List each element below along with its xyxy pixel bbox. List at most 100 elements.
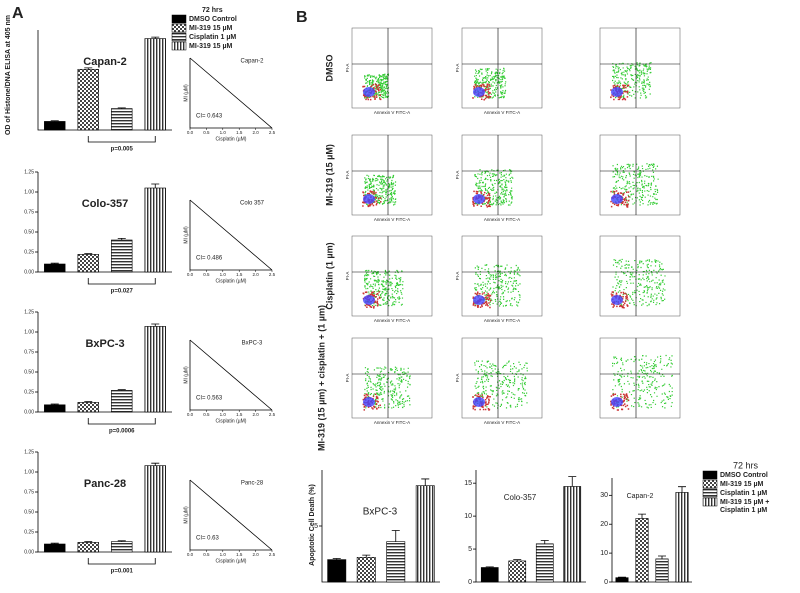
bar <box>655 558 669 583</box>
chart-title: Capan-2 <box>83 56 126 68</box>
y-tick-label: 0.25 <box>24 389 34 395</box>
flow-events <box>364 269 404 307</box>
p-value: p=0.001 <box>111 569 134 575</box>
bar <box>144 326 166 413</box>
y-axis-label: MI (µM) <box>183 506 189 524</box>
y-tick-label: 1.00 <box>24 189 34 195</box>
quadrant-lines <box>352 236 432 316</box>
bar <box>144 187 166 273</box>
flow-y-label: PI-A <box>455 272 460 281</box>
p-value: p=0.0006 <box>109 429 135 435</box>
x-tick-label: 2.0 <box>252 552 259 557</box>
y-tick-label: 20 <box>600 521 608 528</box>
bar <box>327 559 347 583</box>
y-tick-label: 0.50 <box>24 229 34 235</box>
flow-core <box>473 87 485 97</box>
y-tick-label: 0.25 <box>24 529 34 535</box>
isobole-line <box>189 57 273 129</box>
x-tick-label: 0.5 <box>203 412 210 417</box>
row-label: Cisplatin (1 µm) <box>324 242 334 309</box>
flow-x-label: Annexin V FITC-A <box>484 318 520 323</box>
quadrant-lines <box>600 135 680 215</box>
y-tick-label: 10 <box>464 513 472 520</box>
flow-y-label: PI-A <box>345 64 350 73</box>
flow-y-label: PI-A <box>345 374 350 383</box>
x-tick-label: 0.0 <box>187 130 194 135</box>
x-tick-label: 2.0 <box>252 130 259 135</box>
y-axis-label: OD of Histone/DNA ELISA at 405 nm <box>5 15 12 135</box>
row-label: DMSO <box>324 55 334 82</box>
y-tick-label: 10 <box>600 550 608 557</box>
bar <box>415 485 435 583</box>
bar <box>356 557 376 583</box>
error-bar <box>658 555 666 559</box>
legend-label: MI-319 15 µM <box>189 43 232 50</box>
x-axis-label: Cisplatin (µM) <box>216 278 247 284</box>
significance-bracket <box>87 558 156 565</box>
legend-label: DMSO Control <box>720 472 768 479</box>
flow-x-label: Annexin V FITC-A <box>484 420 520 425</box>
chart-title: Panc-28 <box>84 478 126 490</box>
legend-label: Cisplatin 1 µM <box>720 490 767 497</box>
chart-title: BxPC-3 <box>242 341 263 347</box>
legend-label: MI-319 15 µM + <box>720 499 769 506</box>
isobole-line <box>189 479 273 551</box>
bar <box>111 390 133 413</box>
error-bar <box>540 540 549 544</box>
ci-annotation: CI= 0.486 <box>196 256 223 262</box>
flow-x-label: Annexin V FITC-A <box>374 110 410 115</box>
flow-plot-frame <box>599 27 681 109</box>
error-bar <box>151 36 160 39</box>
bar <box>77 542 99 553</box>
flow-core <box>363 87 375 97</box>
error-bar <box>568 476 577 487</box>
chart-title: Colo-357 <box>504 493 537 502</box>
flow-x-label: Annexin V FITC-A <box>374 318 410 323</box>
legend-swatch <box>171 41 187 51</box>
quadrant-lines <box>352 28 432 108</box>
error-bar <box>117 107 126 109</box>
bar <box>675 492 689 583</box>
ci-annotation: CI= 0.643 <box>196 114 223 120</box>
chart-title: Panc-28 <box>241 481 264 487</box>
y-tick-label: 0.00 <box>24 549 34 555</box>
quadrant-lines <box>600 236 680 316</box>
chart-title: Colo 357 <box>240 201 265 207</box>
error-bar <box>485 566 494 568</box>
x-tick-label: 0.0 <box>187 552 194 557</box>
error-bar <box>391 530 400 542</box>
flow-y-label: PI-A <box>345 272 350 281</box>
error-bar <box>84 253 93 255</box>
flow-y-label: PI-A <box>455 64 460 73</box>
error-bar <box>84 67 93 70</box>
x-tick-label: 0.5 <box>203 130 210 135</box>
bar <box>44 121 66 131</box>
quadrant-lines <box>462 338 542 418</box>
bar <box>111 108 133 131</box>
x-tick-label: 1.0 <box>220 412 227 417</box>
x-tick-label: 1.5 <box>236 130 243 135</box>
bar <box>480 567 499 583</box>
error-bar <box>50 403 59 405</box>
x-tick-label: 2.0 <box>252 272 259 277</box>
flow-x-label: Annexin V FITC-A <box>484 110 520 115</box>
bar <box>386 541 406 583</box>
error-bar <box>84 541 93 543</box>
ci-annotation: CI= 0.563 <box>196 396 223 402</box>
flow-x-label: Annexin V FITC-A <box>484 217 520 222</box>
flow-core <box>611 194 623 204</box>
legend-swatch <box>702 488 718 498</box>
y-tick-label: 5 <box>468 546 472 553</box>
error-bar <box>513 559 522 561</box>
y-tick-label: 1.00 <box>24 469 34 475</box>
y-tick-label: 1.25 <box>24 449 34 455</box>
x-tick-label: 2.0 <box>252 412 259 417</box>
bar <box>111 541 133 553</box>
bar <box>144 465 166 553</box>
flow-events <box>474 264 521 307</box>
x-tick-label: 1.0 <box>220 552 227 557</box>
bar <box>77 402 99 413</box>
x-tick-label: 1.0 <box>220 130 227 135</box>
error-bar <box>117 389 126 391</box>
x-tick-label: 2.5 <box>269 412 276 417</box>
